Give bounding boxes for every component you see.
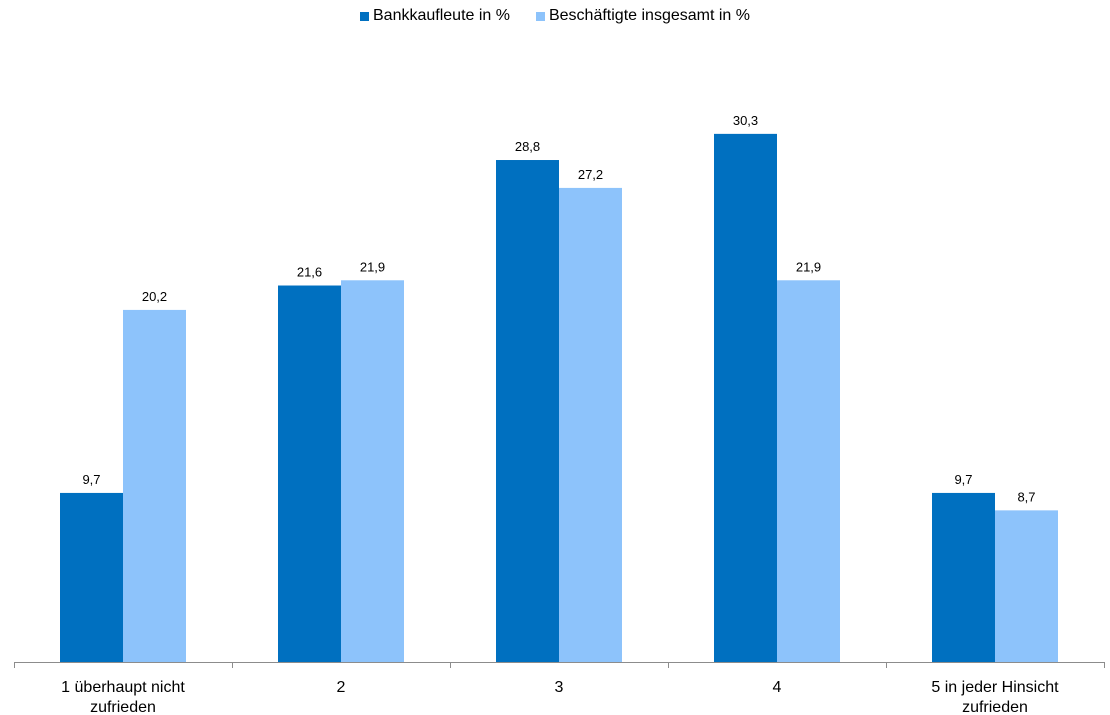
legend-label-beschaeftigte: Beschäftigte insgesamt in %: [548, 7, 750, 24]
legend-swatch-bankkaufleute: [360, 11, 369, 21]
bar-s2-c2: [341, 280, 404, 662]
value-label-s1-c3: 28,8: [515, 139, 540, 154]
value-label-s1-c4: 30,3: [733, 113, 758, 128]
category-labels-group: 1 überhaupt nicht zufrieden 2 3 4 5 in jeder …: [61, 679, 1059, 715]
category-label-1: 1 überhaupt nicht zufrieden: [61, 679, 185, 715]
chart-legend: Bankkaufleute in % Beschäftigte insgesam…: [0, 7, 1110, 25]
value-label-s1-c1: 9,7: [82, 472, 100, 487]
legend-item-bankkaufleute: Bankkaufleute in %: [360, 7, 510, 25]
bar-s1-c2: [278, 285, 341, 662]
bar-s2-c3: [559, 187, 622, 663]
value-label-s2-c5: 8,7: [1017, 489, 1035, 504]
bars-group: [60, 133, 1058, 663]
legend-swatch-beschaeftigte: [535, 11, 545, 21]
value-label-s1-c5: 9,7: [954, 472, 972, 487]
value-label-s2-c3: 27,2: [578, 167, 603, 182]
value-label-s1-c2: 21,6: [297, 265, 322, 280]
bar-s1-c5: [932, 492, 995, 662]
bar-s2-c5: [995, 510, 1058, 662]
bar-s1-c4: [714, 133, 777, 663]
bar-s1-c3: [496, 160, 559, 663]
category-label-5: 5 in jeder Hinsicht zufrieden: [931, 679, 1059, 715]
category-label-3: 3: [555, 679, 564, 696]
value-labels-group: 9,7 20,2 21,6 21,9 28,8 27,2 30,3 21,9 9,7 8,7: [82, 113, 1035, 504]
value-label-s2-c1: 20,2: [142, 289, 167, 304]
bar-s2-c1: [123, 309, 186, 662]
bar-s1-c1: [60, 492, 123, 662]
category-label-4: 4: [773, 679, 782, 696]
category-label-2: 2: [337, 679, 346, 696]
value-label-s2-c2: 21,9: [360, 259, 385, 274]
legend-item-beschaeftigte: Beschäftigte insgesamt in %: [535, 7, 750, 25]
value-label-s2-c4: 21,9: [796, 259, 821, 274]
bar-s2-c4: [777, 280, 840, 662]
x-axis: [14, 662, 1105, 668]
legend-label-bankkaufleute: Bankkaufleute in %: [373, 7, 510, 24]
